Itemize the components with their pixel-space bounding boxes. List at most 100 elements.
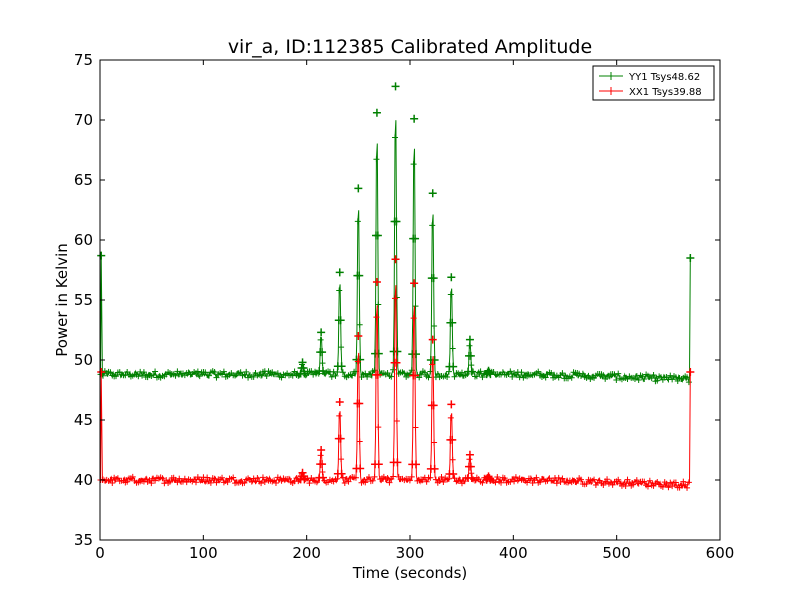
data-point xyxy=(354,332,363,340)
data-point xyxy=(335,268,344,277)
y-tick-label: 40 xyxy=(74,471,93,489)
data-point xyxy=(356,464,365,473)
data-point xyxy=(401,370,408,377)
data-point xyxy=(624,476,631,483)
data-point xyxy=(317,446,326,454)
data-point xyxy=(159,475,166,482)
data-point xyxy=(345,478,352,485)
x-tick-label: 100 xyxy=(189,544,218,562)
data-point xyxy=(318,473,327,482)
data-point xyxy=(272,479,279,486)
x-tick-label: 200 xyxy=(292,544,321,562)
legend-box xyxy=(592,65,715,101)
data-point xyxy=(685,379,692,386)
data-point xyxy=(429,401,438,410)
y-tick-label: 50 xyxy=(74,351,93,369)
data-point xyxy=(583,480,590,487)
y-tick-label: 65 xyxy=(74,171,93,189)
data-point xyxy=(411,460,420,469)
data-point xyxy=(669,376,676,383)
y-tick-label: 35 xyxy=(74,531,93,549)
data-point xyxy=(150,372,157,379)
data-point xyxy=(274,370,281,377)
data-point xyxy=(354,358,361,365)
data-point xyxy=(299,364,308,373)
data-point xyxy=(355,271,364,280)
data-point xyxy=(451,475,458,482)
data-point xyxy=(682,481,689,488)
data-point xyxy=(392,134,399,141)
data-point xyxy=(306,480,313,487)
data-point xyxy=(243,368,250,375)
data-point xyxy=(494,473,501,480)
data-point xyxy=(336,412,343,419)
data-point xyxy=(374,460,383,469)
data-point xyxy=(375,424,382,431)
data-point xyxy=(412,303,419,310)
data-point xyxy=(631,376,638,383)
data-point xyxy=(648,375,655,382)
y-tick-label: 75 xyxy=(74,51,93,69)
data-point xyxy=(635,377,642,384)
data-point xyxy=(410,114,419,123)
data-point xyxy=(672,479,679,486)
data-point xyxy=(237,369,244,376)
data-point xyxy=(466,342,473,349)
data-point xyxy=(507,368,514,375)
data-point xyxy=(391,82,400,91)
data-point xyxy=(428,335,437,344)
series-markers-0 xyxy=(97,82,695,386)
plot-area xyxy=(97,82,695,491)
data-point xyxy=(135,373,142,380)
data-point xyxy=(449,456,456,463)
data-point xyxy=(613,376,620,383)
data-point xyxy=(391,255,400,264)
data-point xyxy=(365,474,372,481)
data-point xyxy=(213,374,220,381)
data-point xyxy=(633,372,640,379)
chart-title: vir_a, ID:112385 Calibrated Amplitude xyxy=(228,36,592,58)
data-point xyxy=(477,368,484,375)
data-point xyxy=(559,370,566,377)
data-point xyxy=(430,464,439,473)
data-point xyxy=(431,439,438,446)
data-point xyxy=(97,368,106,376)
data-point xyxy=(219,474,226,481)
data-point xyxy=(107,369,114,376)
data-point xyxy=(486,475,495,484)
data-point xyxy=(372,278,381,286)
data-point xyxy=(211,475,218,482)
data-point xyxy=(685,479,692,486)
data-point xyxy=(686,254,695,262)
data-point xyxy=(355,399,364,408)
data-point xyxy=(328,373,335,380)
legend-marker-1 xyxy=(607,87,615,95)
data-point xyxy=(375,301,382,308)
data-point xyxy=(338,344,345,351)
data-point xyxy=(410,279,419,288)
data-point xyxy=(473,373,480,380)
data-point xyxy=(674,378,681,385)
data-point xyxy=(338,456,345,463)
data-point xyxy=(194,368,201,375)
data-point xyxy=(362,479,369,486)
data-point xyxy=(641,375,648,382)
data-point xyxy=(431,323,438,330)
data-point xyxy=(548,370,555,377)
data-point xyxy=(213,479,220,486)
y-tick-label: 45 xyxy=(74,411,93,429)
data-point xyxy=(650,371,657,378)
data-point xyxy=(479,374,486,381)
data-point xyxy=(457,476,464,483)
data-point xyxy=(278,374,285,381)
legend-marker-0 xyxy=(607,72,615,80)
data-point xyxy=(349,372,356,379)
data-point xyxy=(384,474,391,481)
data-point xyxy=(485,368,494,377)
data-point xyxy=(113,373,120,380)
data-point xyxy=(604,476,611,483)
data-point xyxy=(460,478,467,485)
data-point xyxy=(468,362,475,369)
data-point xyxy=(518,369,525,376)
